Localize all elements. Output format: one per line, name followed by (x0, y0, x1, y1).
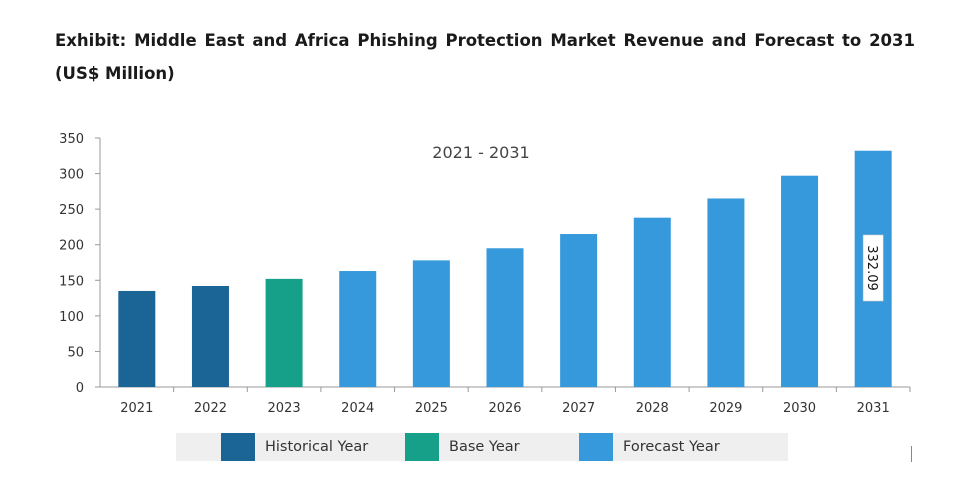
x-tick-label: 2031 (857, 401, 890, 416)
bar-2022 (191, 285, 229, 387)
bar-2027 (560, 234, 598, 387)
y-tick-label: 0 (76, 381, 84, 396)
legend-swatch-forecast (579, 433, 613, 461)
bar-series (118, 150, 892, 387)
chart-title: Exhibit: Middle East and Africa Phishing… (55, 31, 915, 83)
y-tick-label: 350 (59, 132, 84, 147)
y-axis: 0 50 100 150 200 250 300 350 (59, 132, 101, 396)
chart-legend: Historical Year Base Year Forecast Year (176, 433, 788, 461)
legend-label-base: Base Year (449, 439, 520, 455)
data-labels: 332.09 (862, 234, 884, 302)
bar-2021 (118, 290, 156, 387)
y-tick-label: 300 (59, 168, 84, 183)
x-tick-label: 2022 (194, 401, 227, 416)
data-label-box (862, 234, 884, 302)
x-tick-label: 2023 (268, 401, 301, 416)
bar-2024 (339, 271, 377, 387)
x-tick-label: 2021 (120, 401, 153, 416)
bar-2028 (633, 217, 671, 387)
x-tick-label: 2028 (636, 401, 669, 416)
divider (911, 446, 912, 462)
period-annotation: 2021 - 2031 (432, 143, 529, 162)
bar-2025 (412, 260, 450, 387)
legend-label-historical: Historical Year (265, 439, 369, 455)
x-tick-label: 2026 (488, 401, 521, 416)
y-tick-label: 150 (59, 274, 84, 289)
data-label-text: 332.09 (864, 245, 879, 291)
x-tick-labels: 2021 2022 2023 2024 2025 2026 2027 2028 2029 2030… (120, 401, 889, 416)
x-tick-label: 2030 (783, 401, 816, 416)
x-axis (100, 386, 911, 392)
y-tick-label: 200 (59, 239, 84, 254)
x-tick-label: 2027 (562, 401, 595, 416)
x-tick-label: 2029 (709, 401, 742, 416)
legend-label-forecast: Forecast Year (623, 439, 720, 455)
bar-2026 (486, 248, 524, 387)
y-tick-label: 50 (67, 345, 84, 360)
bar-2029 (707, 198, 745, 387)
data-label-2031: 332.09 (862, 234, 884, 302)
x-tick-label: 2024 (341, 401, 374, 416)
bar-2023 (265, 278, 303, 387)
legend-swatch-historical (221, 433, 255, 461)
x-tick-label: 2025 (415, 401, 448, 416)
y-tick-label: 100 (59, 310, 84, 325)
bar-2030 (781, 175, 819, 387)
y-tick-label: 250 (59, 203, 84, 218)
legend-swatch-base (405, 433, 439, 461)
